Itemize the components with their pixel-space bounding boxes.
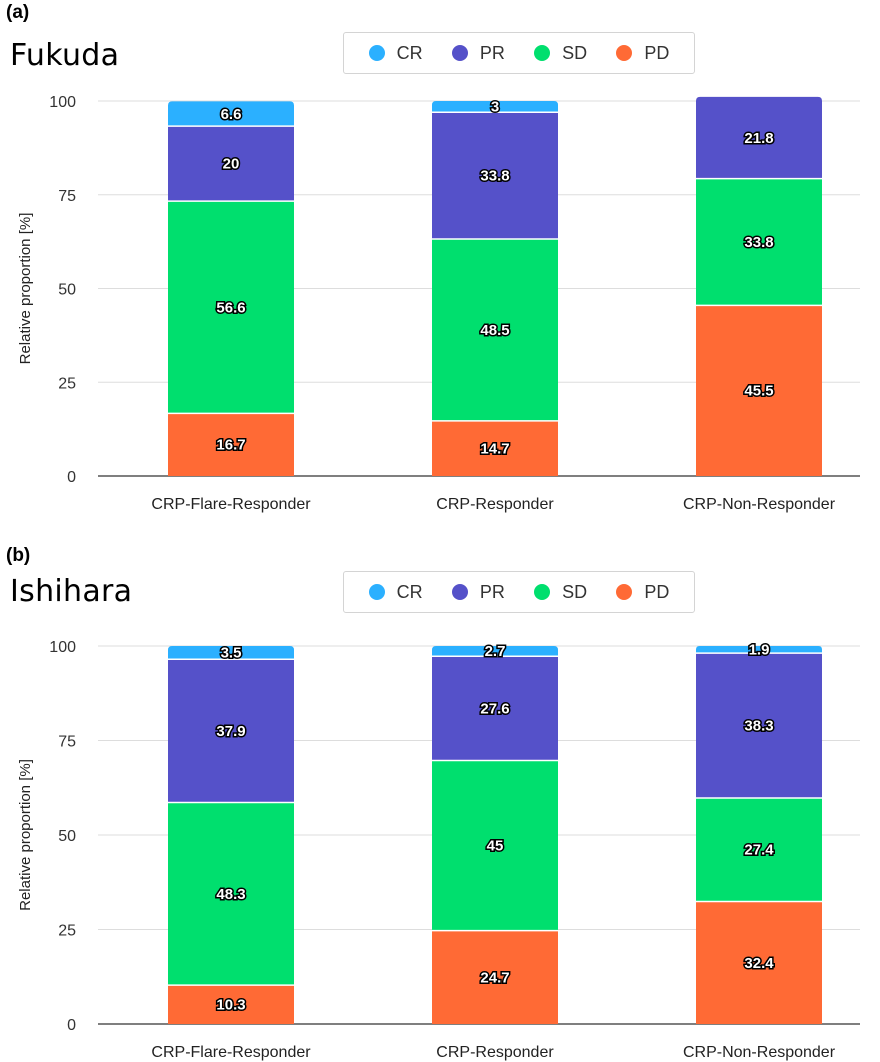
stacked-bar-plot: 0 25 50 75 100 Relative proportion [%] 10.3 48.…	[17, 639, 860, 1061]
data-label-sd: 45	[487, 838, 504, 855]
legend: CR PR SD PD	[343, 32, 695, 74]
data-label-pd: 10.3	[216, 997, 245, 1014]
bar-segment-pd	[696, 901, 822, 1024]
y-tick-label: 25	[58, 375, 76, 392]
legend-label: PR	[479, 42, 505, 63]
bar-segment-cr	[432, 646, 558, 657]
bar-segment-sd	[696, 797, 822, 902]
y-tick-label: 50	[58, 282, 76, 299]
panel-label: (a)	[6, 2, 30, 23]
legend-item-sd: SD	[534, 43, 587, 64]
x-category-label: CRP-Responder	[436, 496, 554, 513]
legend-label: PR	[479, 581, 505, 602]
legend: CR PR SD PD	[343, 571, 695, 613]
x-category-label: CRP-Non-Responder	[683, 1044, 836, 1061]
data-label-sd: 48.3	[216, 886, 245, 903]
legend-item-sd: SD	[534, 582, 587, 603]
bar-segment-pr	[168, 659, 294, 803]
data-label-pr: 20	[223, 156, 240, 173]
data-label-pd: 14.7	[480, 440, 509, 457]
bar-segment-cr	[168, 101, 294, 127]
y-axis-title: Relative proportion [%]	[17, 213, 34, 365]
bar-segment-cr	[696, 646, 822, 654]
data-label-pr: 33.8	[480, 168, 509, 185]
bar-segment-pd	[168, 413, 294, 476]
legend-swatch-sd	[534, 584, 551, 600]
bar-segment-sd	[432, 760, 558, 931]
legend-label: CR	[396, 42, 423, 63]
legend-swatch-pd	[616, 45, 633, 61]
legend-label: CR	[396, 581, 423, 602]
y-tick-label: 0	[67, 469, 76, 486]
legend-label: PD	[644, 581, 670, 602]
data-label-pd: 16.7	[216, 437, 245, 454]
chart-title: Ishihara	[10, 574, 133, 609]
legend-swatch-pr	[451, 45, 468, 61]
bar-segment-pr	[432, 656, 558, 761]
bar-segment-pd	[168, 985, 294, 1024]
x-category-label: CRP-Flare-Responder	[151, 496, 311, 513]
data-label-cr: 1.9	[749, 642, 770, 659]
y-tick-label: 75	[58, 734, 76, 751]
y-axis-title: Relative proportion [%]	[17, 759, 34, 911]
bar-segment-cr	[168, 646, 294, 660]
bar-segment-pr	[696, 653, 822, 798]
x-category-label: CRP-Flare-Responder	[151, 1044, 311, 1061]
data-label-cr: 2.7	[485, 643, 506, 660]
bar-segment-pd	[696, 305, 822, 476]
legend-label: PD	[644, 42, 670, 63]
data-label-cr: 3	[491, 99, 499, 116]
bar-segment-sd	[696, 178, 822, 306]
data-label-cr: 6.6	[221, 106, 242, 123]
data-label-pr: 38.3	[744, 718, 773, 735]
data-label-sd: 48.5	[480, 322, 509, 339]
bar-segment-pd	[432, 420, 558, 476]
legend-label: SD	[562, 42, 588, 63]
data-label-pr: 21.8	[744, 130, 773, 147]
x-category-label: CRP-Responder	[436, 1044, 554, 1061]
y-tick-label: 50	[58, 828, 76, 845]
legend-swatch-sd	[534, 45, 551, 61]
data-label-sd: 27.4	[744, 842, 774, 859]
bar-segment-cr	[432, 101, 558, 113]
data-label-sd: 33.8	[744, 234, 773, 251]
legend-item-pr: PR	[451, 581, 505, 603]
bar-segment-sd	[168, 802, 294, 986]
panel-label: (b)	[6, 545, 31, 566]
legend-item-cr: CR	[368, 42, 423, 64]
data-label-pd: 24.7	[480, 969, 509, 986]
bar-segment-pr	[432, 112, 558, 239]
y-tick-label: 100	[49, 639, 76, 656]
data-label-pr: 27.6	[480, 700, 509, 717]
y-tick-label: 25	[58, 923, 76, 940]
chart-panel-a: (a) Fukuda CR PR SD PD 0 25 50 75 100 Relativ…	[6, 2, 860, 513]
legend-item-pr: PR	[451, 42, 505, 64]
legend-swatch-pd	[616, 584, 633, 600]
legend-swatch-pr	[451, 584, 468, 600]
data-label-pr: 37.9	[216, 723, 245, 740]
y-tick-label: 100	[49, 94, 76, 111]
legend-swatch-cr	[368, 45, 385, 61]
stacked-bar-plot: 0 25 50 75 100 Relative proportion [%] 16.7 56.…	[17, 94, 860, 513]
legend-item-pd: PD	[616, 582, 669, 603]
legend-label: SD	[562, 581, 588, 602]
x-category-label: CRP-Non-Responder	[683, 496, 836, 513]
bar-segment-sd	[432, 239, 558, 421]
bar-segment-pr	[696, 96, 822, 179]
data-label-pd: 32.4	[744, 955, 774, 972]
legend-swatch-cr	[368, 584, 385, 600]
data-label-pd: 45.5	[744, 383, 773, 400]
y-tick-label: 0	[67, 1017, 76, 1034]
legend-item-cr: CR	[368, 581, 423, 603]
chart-title: Fukuda	[10, 38, 120, 73]
y-tick-label: 75	[58, 188, 76, 205]
bar-segment-pr	[168, 126, 294, 202]
legend-item-pd: PD	[616, 43, 669, 64]
bar-segment-sd	[168, 201, 294, 414]
data-label-sd: 56.6	[216, 299, 245, 316]
data-label-cr: 3.5	[221, 645, 242, 662]
chart-panel-b: (b) Ishihara CR PR SD PD 0 25 50 75 100 Relat…	[0, 531, 880, 1062]
bar-segment-pd	[432, 930, 558, 1024]
